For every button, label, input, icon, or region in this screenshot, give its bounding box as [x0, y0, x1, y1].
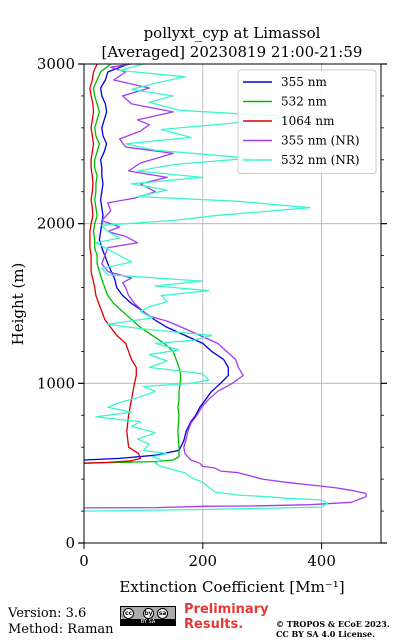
series-line-0	[83, 63, 229, 461]
x-tick-label-2: 400	[307, 552, 336, 570]
legend-label-0: 355 nm	[281, 75, 327, 89]
plot-frame	[83, 63, 382, 544]
sa-icon: sa	[157, 608, 168, 619]
legend-box	[237, 69, 377, 174]
legend-label-2: 1064 nm	[281, 114, 335, 128]
legend: 355 nm 532 nm 1064 nm 355 nm (NR) 532 nm (NR…	[237, 69, 377, 174]
by-icon: by	[143, 608, 154, 619]
copyright-line-1: © TROPOS & ECoE 2023.	[276, 619, 390, 629]
preliminary-notice: Preliminary Results.	[184, 602, 269, 632]
cc-icon: cc	[123, 608, 134, 619]
chart-title: pollyxt_cyp at Limassol	[144, 24, 321, 42]
legend-label-4: 532 nm (NR)	[281, 153, 360, 167]
x-tick-label-0: 0	[79, 552, 89, 570]
cc-license-badge: cc by sa BY SA	[120, 606, 176, 626]
series-line-3	[83, 63, 367, 509]
chart-subtitle: [Averaged] 20230819 21:00-21:59	[102, 43, 363, 61]
series-line-2	[83, 63, 142, 464]
version-label: Version: 3.6	[8, 606, 87, 621]
method-label: Method: Raman	[8, 622, 114, 637]
series-layer	[83, 63, 367, 512]
series-line-1	[83, 63, 182, 464]
copyright-notice: © TROPOS & ECoE 2023. CC BY SA 4.0 Licen…	[276, 619, 390, 639]
preliminary-line-1: Preliminary	[184, 602, 269, 617]
x-tick-label-1: 200	[188, 552, 217, 570]
legend-label-3: 355 nm (NR)	[281, 134, 360, 148]
y-tick-label-3: 3000	[37, 55, 75, 73]
y-tick-label-1: 1000	[37, 374, 75, 392]
series-line-4	[83, 63, 329, 512]
x-axis-label: Extinction Coefficient [Mm⁻¹]	[119, 578, 344, 596]
preliminary-line-2: Results.	[184, 617, 244, 632]
y-axis-label: Height (m)	[9, 263, 27, 346]
copyright-line-2: CC BY SA 4.0 License.	[276, 629, 375, 639]
lidar-extinction-chart: pollyxt_cyp at Limassol [Averaged] 20230…	[9, 24, 387, 596]
axis-ticks: 0 200 400 0 1000 2000 3000	[37, 55, 387, 570]
y-tick-label-2: 2000	[37, 215, 75, 233]
cc-badge-text: BY SA	[121, 619, 175, 625]
legend-label-1: 532 nm	[281, 95, 327, 109]
y-tick-label-0: 0	[65, 534, 75, 552]
